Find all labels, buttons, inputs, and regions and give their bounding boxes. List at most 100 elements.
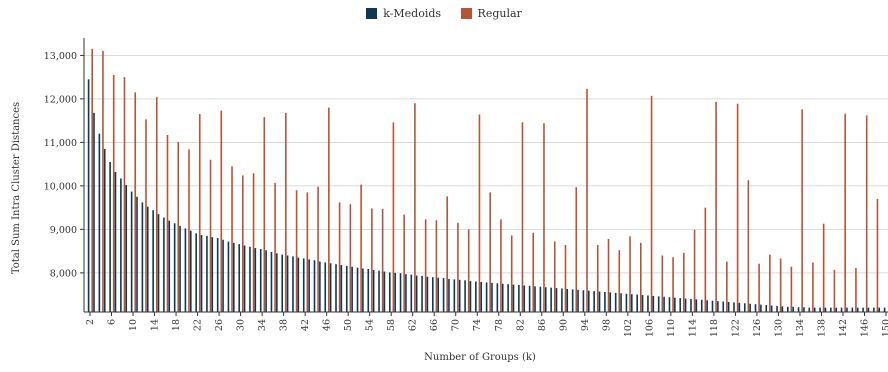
bar-k-medoids [259, 248, 262, 312]
bar-k-medoids [862, 307, 864, 312]
bar-regular [586, 88, 588, 312]
grid-lines [84, 55, 888, 274]
bar-k-medoids [109, 161, 111, 312]
bar-k-medoids [878, 307, 881, 312]
x-tick-label: 86 [537, 319, 548, 331]
bar-k-medoids [243, 245, 246, 312]
x-tick-label: 26 [214, 319, 225, 331]
bar-k-medoids [582, 290, 585, 312]
x-tick-label: 54 [365, 319, 376, 331]
bar-k-medoids [351, 266, 353, 312]
bar-regular [865, 115, 868, 313]
bar-k-medoids [405, 274, 407, 312]
legend-swatch-regular [460, 8, 472, 19]
bar-k-medoids [668, 297, 671, 312]
x-tick-label: 118 [709, 319, 720, 337]
bar-regular [564, 245, 567, 312]
x-tick-label: 122 [730, 319, 741, 337]
x-tick-label: 78 [494, 319, 505, 331]
x-tick-label: 142 [838, 319, 849, 337]
bar-regular [844, 113, 846, 312]
bar-regular [123, 77, 126, 313]
bar-regular [446, 196, 448, 312]
bar-k-medoids [743, 303, 746, 312]
legend-item-regular[interactable]: Regular [460, 7, 522, 20]
bar-regular [876, 198, 879, 312]
bar-regular [790, 266, 793, 312]
bar-regular [349, 204, 352, 312]
bar-k-medoids [388, 272, 391, 312]
bar-k-medoids [335, 264, 337, 312]
bar-regular [822, 223, 825, 312]
bar-regular [629, 236, 631, 312]
bar-k-medoids [657, 296, 660, 312]
bar-k-medoids [593, 291, 595, 312]
bar-k-medoids [195, 233, 197, 312]
bar-k-medoids [598, 291, 601, 312]
bar-regular [155, 97, 158, 313]
bar-regular [553, 241, 556, 312]
bar-k-medoids [120, 178, 122, 312]
bar-k-medoids [528, 285, 531, 312]
bar-k-medoids [399, 273, 402, 312]
bar-k-medoids [163, 217, 165, 312]
bar-k-medoids [249, 246, 251, 312]
x-tick-label: 102 [623, 319, 634, 337]
bar-k-medoids [501, 283, 504, 312]
bar-regular [639, 242, 642, 312]
bar-k-medoids [216, 238, 219, 312]
bar-regular [338, 202, 341, 312]
bar-regular [801, 109, 803, 312]
bar-k-medoids [146, 206, 149, 312]
bar-regular [198, 114, 201, 312]
bar-k-medoids [620, 293, 622, 312]
bar-k-medoids [577, 289, 579, 312]
bar-regular [521, 122, 524, 312]
legend-item-k-medoids[interactable]: k-Medoids [366, 7, 441, 20]
bar-regular [177, 141, 180, 312]
bar-k-medoids [475, 281, 477, 312]
bar-regular [285, 112, 287, 312]
bar-k-medoids [835, 307, 837, 312]
x-tick-label: 114 [687, 319, 698, 337]
bar-regular [683, 252, 685, 312]
x-tick-label: 30 [236, 319, 247, 331]
x-tick-label: 146 [859, 319, 870, 337]
bar-k-medoids [200, 235, 203, 312]
y-axis-ticks: 8,000 9,000 10,000 11,000 12,000 13,000 [44, 51, 84, 279]
bar-regular [424, 219, 427, 312]
bar-k-medoids [302, 258, 305, 312]
bar-k-medoids [555, 288, 558, 312]
bar-k-medoids [873, 307, 875, 312]
bar-regular [274, 182, 276, 312]
x-tick-label: 82 [515, 319, 526, 331]
bar-k-medoids [534, 286, 536, 312]
y-tick-label: 13,000 [44, 51, 77, 62]
bar-k-medoids [254, 248, 257, 312]
bar-k-medoids [819, 307, 821, 312]
bar-k-medoids [367, 268, 370, 312]
bar-k-medoids [356, 267, 359, 312]
x-tick-label: 106 [644, 319, 655, 337]
x-tick-label: 74 [472, 319, 483, 331]
bar-k-medoids [410, 274, 413, 312]
bar-k-medoids [308, 259, 310, 312]
bar-regular [510, 235, 513, 312]
x-tick-label: 66 [429, 319, 440, 331]
bar-k-medoids [141, 202, 144, 312]
bar-k-medoids [523, 285, 526, 312]
bar-regular [414, 103, 416, 312]
x-tick-label: 126 [752, 319, 763, 337]
bar-regular [855, 268, 857, 312]
bar-k-medoids [130, 191, 133, 312]
bar-k-medoids [544, 287, 547, 312]
bars-regular [91, 48, 879, 313]
bar-regular [650, 95, 653, 312]
bar-k-medoids [631, 294, 633, 312]
bar-k-medoids [173, 223, 176, 312]
x-tick-label: 50 [343, 319, 354, 331]
bar-regular [263, 117, 266, 313]
x-tick-label: 58 [386, 319, 397, 331]
bar-k-medoids [770, 305, 773, 312]
bar-k-medoids [179, 225, 181, 312]
